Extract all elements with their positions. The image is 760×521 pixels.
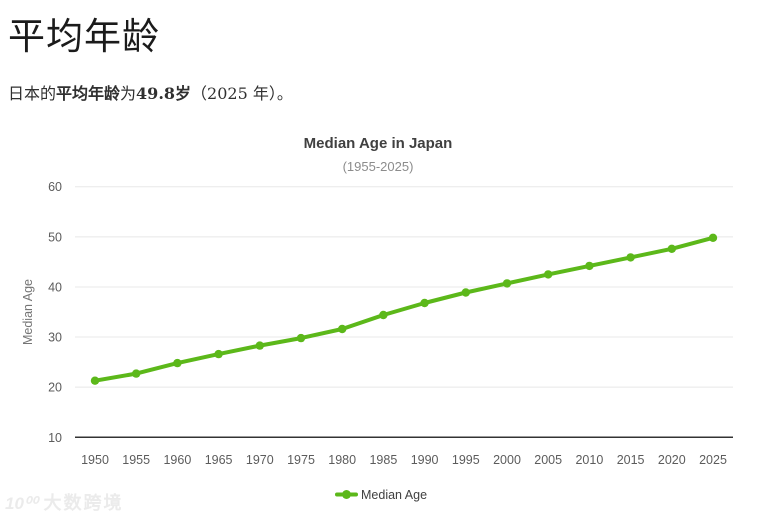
watermark-logo-icon: 10⁰⁰ <box>5 494 38 513</box>
data-point[interactable] <box>626 253 635 262</box>
series-layer <box>90 233 718 385</box>
chart-title: Median Age in Japan <box>304 135 453 152</box>
watermark-text: 大数跨境 <box>43 493 124 513</box>
y-tick-label: 20 <box>48 381 62 395</box>
x-tick-label: 1970 <box>246 453 274 467</box>
data-point[interactable] <box>90 376 100 385</box>
data-point[interactable] <box>708 233 718 242</box>
y-tick-label: 50 <box>48 230 62 244</box>
x-tick-label: 1950 <box>81 453 109 467</box>
data-point[interactable] <box>173 358 182 368</box>
y-tick-label: 30 <box>48 331 62 345</box>
data-line-median-age[interactable] <box>93 235 715 383</box>
chart-subtitle: (1955-2025) <box>343 159 414 174</box>
ticks-layer: 10 20 30 40 50 60 1950 1955 1960 1965 1970 1975 1980… <box>48 180 727 467</box>
description-bold-term: 平均年龄 <box>56 84 121 103</box>
x-tick-label: 1975 <box>287 453 315 467</box>
data-point[interactable] <box>502 279 512 288</box>
x-tick-label: 2005 <box>534 453 562 467</box>
data-point[interactable] <box>338 324 347 334</box>
data-point[interactable] <box>461 288 470 297</box>
x-tick-label: 1960 <box>163 453 191 467</box>
description-value: 49.8岁 <box>136 84 192 103</box>
data-point[interactable] <box>132 369 141 378</box>
legend-dot-icon <box>342 490 351 499</box>
data-point[interactable] <box>420 298 429 308</box>
x-tick-label: 2010 <box>575 453 603 467</box>
data-point[interactable] <box>585 261 594 271</box>
data-point[interactable] <box>296 333 306 343</box>
y-tick-label: 10 <box>48 431 62 445</box>
y-tick-label: 40 <box>48 280 62 294</box>
x-tick-label: 2020 <box>658 453 686 467</box>
data-point[interactable] <box>667 244 676 253</box>
watermark: 10⁰⁰ 大数跨境 <box>5 489 124 515</box>
x-tick-label: 1990 <box>411 453 439 467</box>
x-tick-label: 2015 <box>617 453 645 467</box>
x-tick-label: 2025 <box>699 453 727 467</box>
description-part: 为 <box>120 84 137 103</box>
data-point[interactable] <box>544 270 553 279</box>
legend-label: Median Age <box>361 488 427 502</box>
page-title: 平均年龄 <box>8 15 160 58</box>
x-tick-label: 2000 <box>493 453 521 467</box>
x-tick-label: 1995 <box>452 453 480 467</box>
data-point[interactable] <box>379 310 388 320</box>
description-part: 日本的 <box>8 84 57 103</box>
y-axis-title: Median Age <box>21 279 35 345</box>
data-point[interactable] <box>255 341 264 350</box>
x-tick-label: 1985 <box>369 453 397 467</box>
x-tick-label: 1965 <box>205 453 233 467</box>
x-tick-label: 1980 <box>328 453 356 467</box>
description-part: （2025 年）。 <box>191 84 293 103</box>
median-age-chart: Median Age in Japan (1955-2025) Median A… <box>21 135 733 502</box>
y-tick-label: 60 <box>48 180 62 194</box>
description: 日本的平均年龄为49.8岁（2025 年）。 <box>8 84 293 105</box>
x-tick-label: 1955 <box>122 453 150 467</box>
grid-layer <box>75 186 733 439</box>
legend-item-median-age[interactable]: Median Age <box>335 488 427 502</box>
data-point[interactable] <box>214 349 223 359</box>
